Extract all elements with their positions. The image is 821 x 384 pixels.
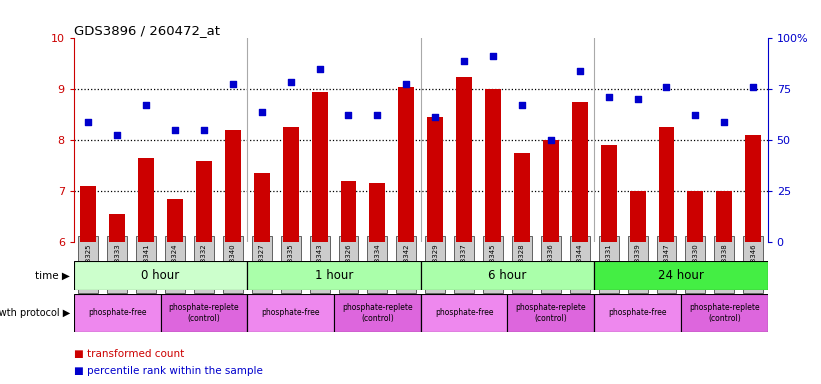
- Text: phosphate-replete
(control): phosphate-replete (control): [342, 303, 413, 323]
- Bar: [369, 184, 385, 242]
- Point: [342, 112, 355, 118]
- Bar: [282, 127, 299, 242]
- Text: GDS3896 / 260472_at: GDS3896 / 260472_at: [74, 24, 220, 37]
- Point: [82, 119, 95, 126]
- Point: [660, 84, 673, 90]
- Point: [689, 112, 702, 118]
- Bar: [80, 186, 96, 242]
- Bar: [312, 92, 328, 242]
- Bar: [74, 261, 247, 290]
- Bar: [161, 294, 247, 332]
- Bar: [421, 261, 594, 290]
- Point: [168, 127, 181, 133]
- Bar: [514, 153, 530, 242]
- Bar: [398, 87, 415, 242]
- Point: [457, 58, 470, 65]
- Point: [140, 101, 153, 108]
- Text: ■ percentile rank within the sample: ■ percentile rank within the sample: [74, 366, 263, 376]
- Text: ■ transformed count: ■ transformed count: [74, 349, 184, 359]
- Bar: [456, 76, 472, 242]
- Text: growth protocol ▶: growth protocol ▶: [0, 308, 70, 318]
- Bar: [109, 214, 125, 242]
- Bar: [254, 173, 270, 242]
- Point: [371, 112, 384, 118]
- Text: phosphate-free: phosphate-free: [435, 308, 493, 318]
- Bar: [427, 117, 443, 242]
- Bar: [717, 191, 732, 242]
- Bar: [196, 161, 212, 242]
- Text: phosphate-replete
(control): phosphate-replete (control): [516, 303, 586, 323]
- Text: phosphate-replete
(control): phosphate-replete (control): [689, 303, 759, 323]
- Bar: [630, 191, 645, 242]
- Text: 1 hour: 1 hour: [315, 269, 353, 282]
- Bar: [594, 261, 768, 290]
- Bar: [571, 102, 588, 242]
- Bar: [341, 181, 356, 242]
- Text: phosphate-free: phosphate-free: [608, 308, 667, 318]
- Bar: [74, 294, 161, 332]
- Bar: [507, 294, 594, 332]
- Bar: [334, 294, 421, 332]
- Point: [313, 66, 326, 72]
- Text: time ▶: time ▶: [35, 270, 70, 281]
- Point: [573, 68, 586, 74]
- Bar: [247, 261, 421, 290]
- Point: [516, 101, 529, 108]
- Text: 0 hour: 0 hour: [141, 269, 180, 282]
- Text: 24 hour: 24 hour: [658, 269, 704, 282]
- Bar: [687, 191, 704, 242]
- Point: [718, 119, 731, 126]
- Point: [746, 84, 759, 90]
- Point: [400, 81, 413, 87]
- Bar: [247, 294, 334, 332]
- Bar: [138, 158, 154, 242]
- Bar: [745, 135, 761, 242]
- Bar: [681, 294, 768, 332]
- Bar: [421, 294, 507, 332]
- Point: [227, 81, 240, 87]
- Bar: [594, 294, 681, 332]
- Point: [255, 109, 268, 115]
- Point: [429, 114, 442, 120]
- Point: [602, 94, 615, 100]
- Point: [487, 53, 500, 59]
- Bar: [485, 89, 501, 242]
- Bar: [167, 199, 183, 242]
- Point: [284, 79, 297, 85]
- Text: 6 hour: 6 hour: [488, 269, 526, 282]
- Text: phosphate-free: phosphate-free: [261, 308, 320, 318]
- Text: phosphate-replete
(control): phosphate-replete (control): [168, 303, 239, 323]
- Bar: [601, 145, 617, 242]
- Point: [544, 137, 557, 143]
- Bar: [225, 130, 241, 242]
- Bar: [543, 140, 559, 242]
- Point: [631, 96, 644, 103]
- Text: phosphate-free: phosphate-free: [88, 308, 146, 318]
- Point: [111, 132, 124, 138]
- Point: [197, 127, 210, 133]
- Bar: [658, 127, 674, 242]
